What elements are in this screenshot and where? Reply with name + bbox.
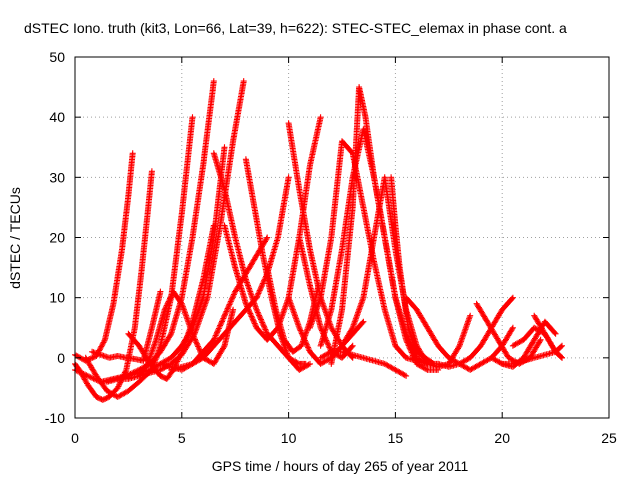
data-series-24	[388, 174, 437, 367]
x-tick-label: 20	[494, 430, 510, 446]
x-tick-label: 5	[178, 430, 186, 446]
data-series-23	[317, 348, 410, 379]
y-tick-label: 10	[49, 290, 65, 306]
y-tick-labels: -10 0 10 20 30 40 50	[45, 49, 65, 426]
ticks	[74, 56, 610, 419]
x-axis-label: GPS time / hours of day 265 of year 2011	[212, 458, 469, 474]
data-points	[72, 78, 565, 403]
x-tick-label: 0	[71, 430, 79, 446]
y-tick-label: 0	[57, 350, 65, 366]
data-series-7	[89, 288, 164, 364]
data-series-25	[403, 294, 516, 373]
x-tick-label: 25	[601, 430, 617, 446]
data-series-19	[307, 138, 410, 361]
x-tick-labels: 0 5 10 15 20 25	[71, 430, 617, 446]
data-series-16	[285, 120, 356, 361]
chart-title: dSTEC Iono. truth (kit3, Lon=66, Lat=39,…	[24, 20, 567, 36]
data-series-32	[499, 342, 565, 367]
y-tick-label: 20	[49, 230, 65, 246]
y-tick-label: 30	[49, 169, 65, 185]
data-series-13	[221, 114, 324, 343]
y-tick-label: 50	[49, 49, 65, 65]
y-tick-label: -10	[45, 410, 65, 426]
y-tick-label: 40	[49, 109, 65, 125]
y-axis-label: dSTEC / TECUs	[7, 187, 23, 289]
data-series-11	[168, 174, 292, 373]
x-tick-label: 15	[388, 430, 404, 446]
x-tick-label: 10	[281, 430, 297, 446]
